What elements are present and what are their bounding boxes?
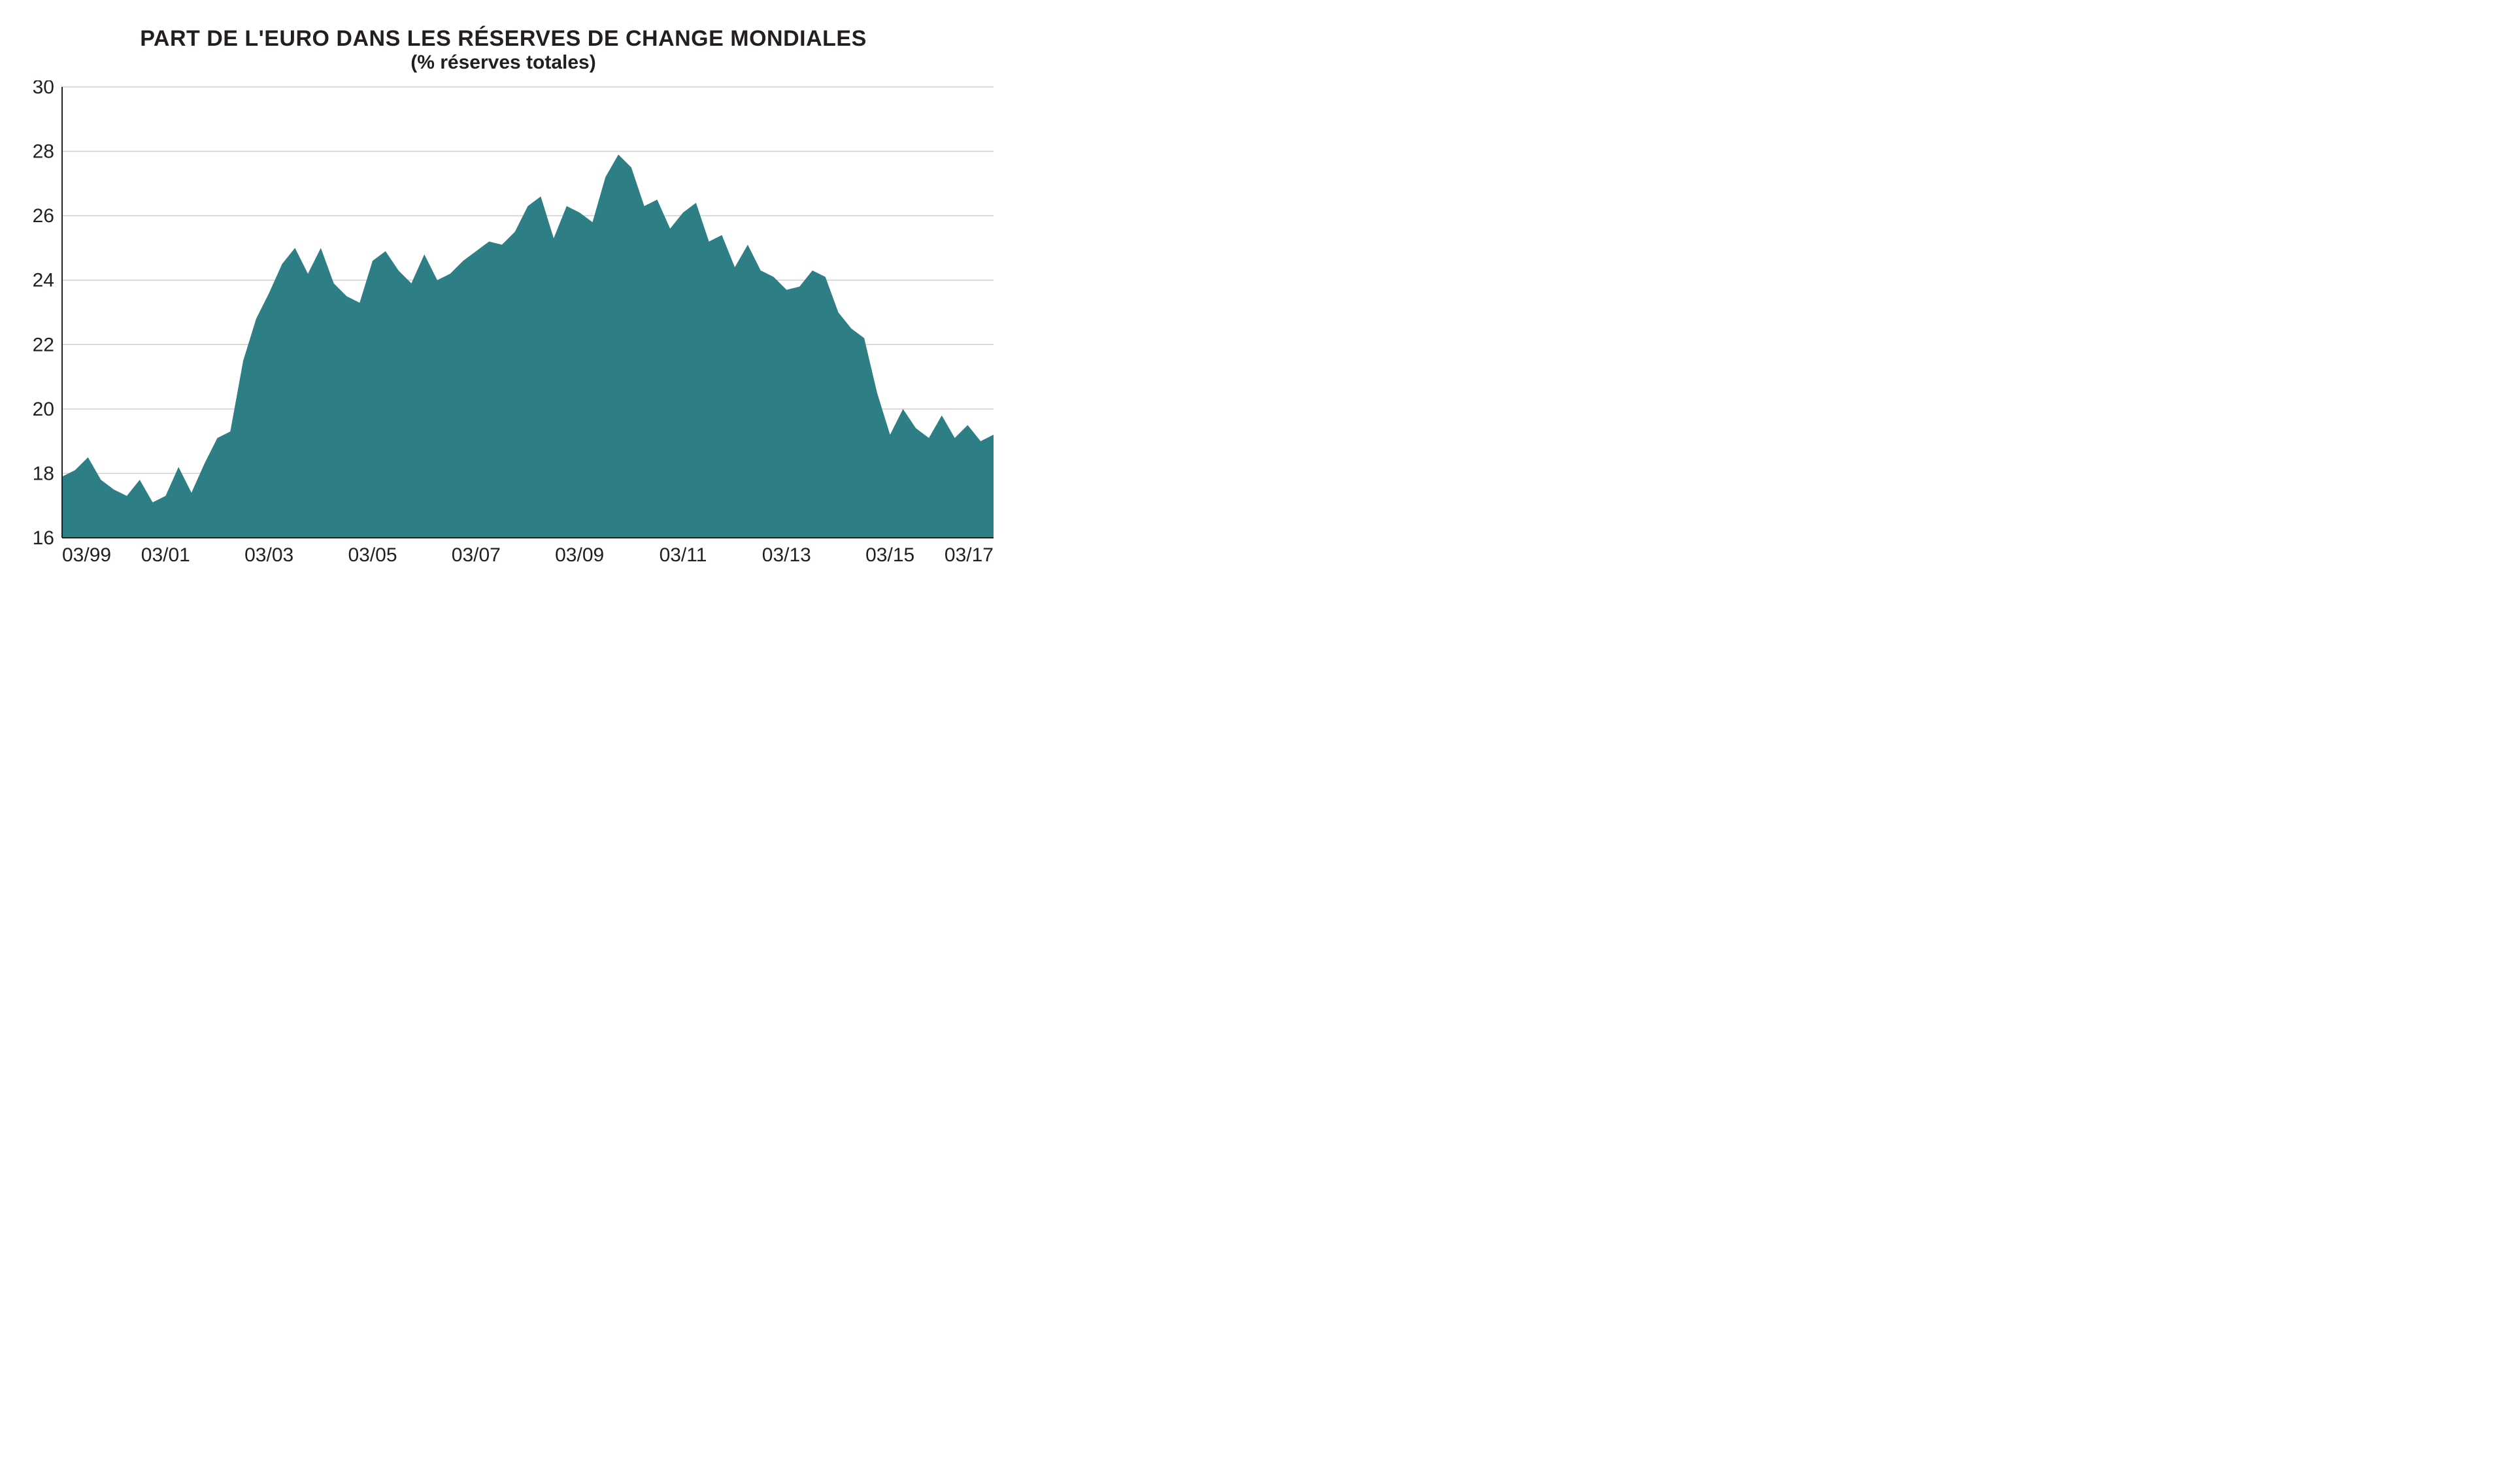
x-tick-label: 03/05 (348, 544, 397, 566)
x-tick-label: 03/11 (660, 544, 707, 566)
area-series-euro-share (62, 155, 994, 538)
y-tick-label: 24 (33, 270, 54, 291)
y-tick-label: 22 (33, 334, 54, 355)
y-tick-label: 16 (33, 527, 54, 549)
x-tick-label: 03/13 (762, 544, 811, 566)
chart-subtitle: (% réserves totales) (13, 52, 994, 74)
x-tick-label: 03/03 (244, 544, 293, 566)
x-tick-label: 03/99 (62, 544, 111, 566)
x-tick-label: 03/07 (452, 544, 501, 566)
x-tick-label: 03/09 (555, 544, 604, 566)
chart-title-block: PART DE L'EURO DANS LES RÉSERVES DE CHAN… (13, 26, 994, 74)
area-chart: 16 18 20 22 24 26 28 30 03/99 03/01 03/03 03/05 03/0… (13, 80, 1000, 570)
y-tick-label: 28 (33, 141, 54, 163)
chart-container: PART DE L'EURO DANS LES RÉSERVES DE CHAN… (0, 0, 1007, 590)
x-tick-label: 03/15 (865, 544, 914, 566)
y-tick-label: 20 (33, 399, 54, 420)
x-tick-label: 03/01 (141, 544, 190, 566)
x-tick-label: 03/17 (945, 544, 994, 566)
y-tick-label: 18 (33, 463, 54, 484)
y-tick-label: 26 (33, 205, 54, 227)
y-tick-label: 30 (33, 80, 54, 98)
chart-title: PART DE L'EURO DANS LES RÉSERVES DE CHAN… (13, 26, 994, 52)
